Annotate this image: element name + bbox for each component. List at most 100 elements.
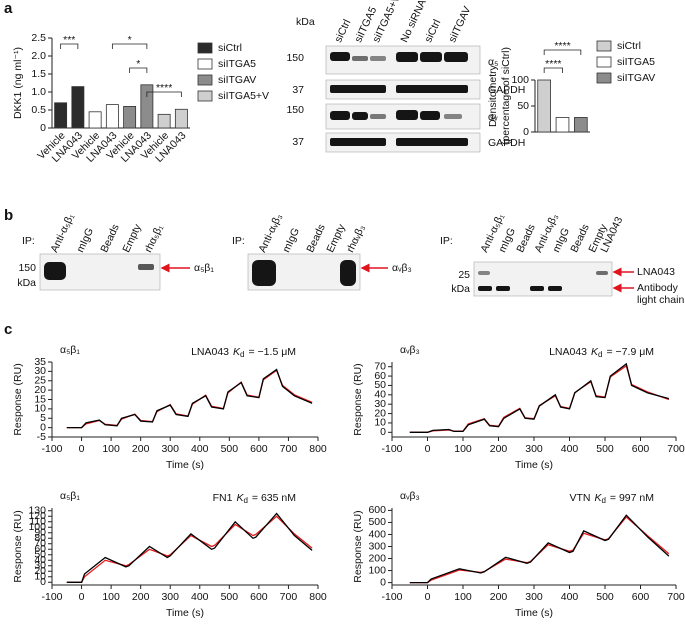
annotation-part: K: [236, 492, 244, 504]
lane-label: Empty: [120, 222, 144, 255]
x-tick-label: 0: [79, 591, 85, 603]
band: [444, 114, 462, 119]
y-tick-label: 50: [517, 100, 529, 112]
target-label: Antibody: [637, 282, 679, 294]
band: [352, 56, 368, 61]
ip-label: IP:: [232, 235, 245, 247]
annotation-part: = −7.9 μM: [607, 346, 655, 358]
x-tick-label: 200: [132, 443, 150, 455]
sensorgram-line: [409, 364, 670, 433]
panel-label: a: [4, 0, 13, 17]
y-tick-label: 120: [28, 510, 46, 522]
bar: [88, 111, 102, 129]
legend-swatch: [596, 40, 612, 52]
x-tick-label: 400: [561, 443, 579, 455]
x-tick-label: -100: [381, 443, 402, 455]
annotation-part: LNA043: [191, 346, 229, 358]
y-tick-label: 50: [374, 379, 386, 391]
lane-label: rhαᵥβ₃: [344, 223, 367, 254]
significance-label: ***: [63, 34, 75, 46]
y-tick-label: -5: [37, 431, 46, 443]
band-label: α₅: [488, 56, 498, 68]
chart-title: α₅β₁: [60, 344, 80, 356]
bar: [123, 106, 137, 129]
legend-label: siITGA5: [218, 58, 256, 70]
y-tick-label: 130: [28, 505, 46, 517]
annotation-part: VTN: [569, 492, 590, 504]
y-tick-label: 60: [374, 370, 386, 382]
y-tick-label: 30: [34, 365, 46, 377]
legend-label: siITGAV: [218, 74, 256, 86]
y-tick-label: 30: [374, 398, 386, 410]
annotation: LNA043 Kd = −1.5 μM: [191, 346, 296, 359]
legend-label: siCtrl: [617, 40, 641, 52]
x-tick-label: 600: [250, 591, 268, 603]
y-tick-label: 60: [34, 543, 46, 555]
y-tick-label: 80: [34, 532, 46, 544]
annotation: VTN Kd = 997 nM: [569, 492, 654, 505]
marker: 150: [286, 104, 304, 116]
x-tick-label: 200: [490, 591, 508, 603]
y-tick-label: 70: [34, 538, 46, 550]
significance-bracket: [543, 49, 582, 55]
band: [330, 138, 386, 146]
annotation-part: K: [233, 346, 241, 358]
bar: [71, 86, 85, 129]
sensorgram-line: [409, 362, 670, 433]
y-tick-label: 600: [368, 504, 386, 516]
sensorgram-line: [66, 368, 313, 429]
y-axis-label: Densitometry: [487, 64, 499, 127]
band: [330, 85, 386, 93]
y-tick-label: 40: [34, 554, 46, 566]
legend-label: siITGA5: [617, 56, 655, 68]
band: [420, 111, 440, 120]
target-label: LNA043: [637, 266, 675, 278]
x-tick-label: 200: [132, 591, 150, 603]
x-tick-label: 400: [191, 591, 209, 603]
lane-label: siITGAV: [446, 5, 473, 45]
lane-label: mIgG: [74, 226, 96, 254]
sensorgram-line: [409, 514, 670, 584]
band: [444, 52, 468, 62]
marker: 150: [18, 262, 36, 274]
y-tick-label: 70: [374, 360, 386, 372]
x-tick-label: -100: [41, 591, 62, 603]
blot-strip: [473, 261, 613, 297]
sensorgram-line: [66, 515, 313, 583]
y-tick-label: 0: [40, 576, 46, 588]
x-tick-label: -100: [381, 591, 402, 603]
band: [478, 286, 492, 291]
y-tick-label: 0: [523, 126, 529, 138]
y-tick-label: 200: [368, 552, 386, 564]
ip-label: IP:: [22, 235, 35, 247]
x-tick-label: 200: [490, 443, 508, 455]
band: [370, 114, 386, 119]
x-tick-label: 400: [191, 443, 209, 455]
y-tick-label: 25: [34, 375, 46, 387]
annotation: LNA043 Kd = −7.9 μM: [549, 346, 654, 359]
significance-label: ****: [156, 82, 172, 94]
band: [352, 112, 368, 120]
panel-label: c: [4, 321, 12, 338]
lane-label: siITGA5+V: [370, 0, 402, 44]
y-tick-label: 30: [34, 560, 46, 572]
significance-label: *: [136, 58, 140, 70]
x-tick-label: 100: [102, 443, 120, 455]
x-tick-label: 700: [280, 443, 298, 455]
y-tick-label: 20: [34, 565, 46, 577]
band: [420, 52, 442, 62]
band: [330, 52, 350, 61]
y-tick-label: 0: [380, 426, 386, 438]
target-label: αᵥβ₃: [392, 262, 412, 274]
y-tick-label: 50: [34, 549, 46, 561]
annotation-part: LNA043: [549, 346, 587, 358]
band: [44, 262, 66, 280]
y-tick-label: 300: [368, 540, 386, 552]
legend-label: siITGA5+V: [218, 90, 269, 102]
x-tick-label: 800: [309, 591, 327, 603]
bar: [157, 113, 171, 129]
x-axis-label: Time (s): [166, 459, 204, 471]
significance-bracket: [543, 67, 563, 73]
chart-title: α₅β₁: [60, 490, 80, 502]
x-tick-label: 600: [250, 443, 268, 455]
